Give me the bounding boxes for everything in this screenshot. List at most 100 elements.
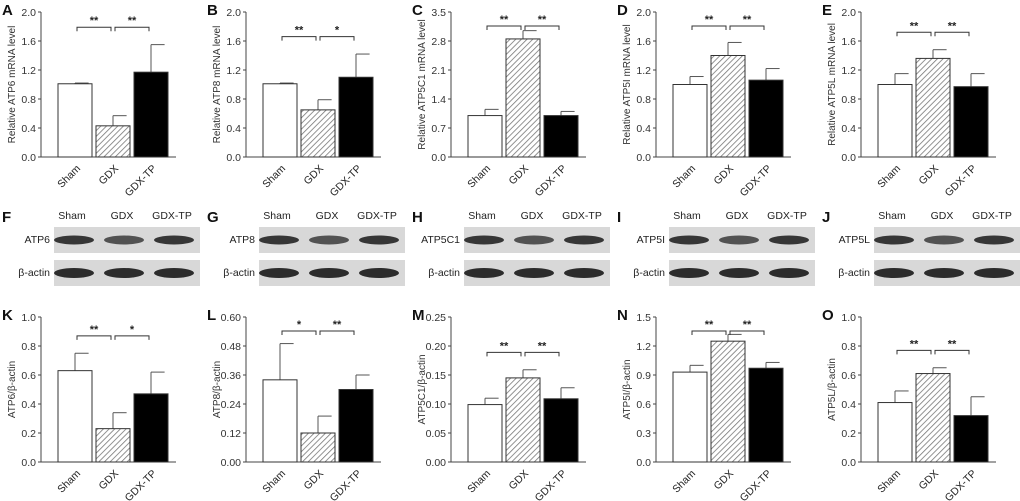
y-tick-label: 0.20 (426, 341, 447, 353)
lane-label: Sham (263, 210, 291, 222)
bar-gdx (300, 109, 336, 158)
bar-gdx-tp (748, 367, 784, 463)
y-axis-label: Relative ATP5C1 mRNA level (417, 19, 428, 149)
lane-label: GDX (316, 210, 339, 222)
significance-bracket (486, 351, 522, 357)
panel-label: M (412, 307, 425, 324)
bar-sham (57, 370, 93, 463)
y-tick-label: 0.0 (226, 152, 241, 164)
bar-sham (57, 83, 93, 158)
x-tick-label: GDX (917, 163, 942, 188)
x-tick-label: Sham (465, 467, 493, 495)
chart-panel-N: N ATP5I/β-actin 0.0 0.3 0.6 0.9 1.2 1.5 Sham GDX G… (617, 307, 791, 501)
y-tick-label: 1.4 (431, 94, 446, 106)
y-tick-label: 1.0 (841, 312, 856, 324)
significance-marker: * (297, 319, 302, 331)
y-tick-label: 0.6 (21, 370, 36, 382)
y-tick-label: 2.0 (841, 7, 856, 19)
significance-marker: ** (538, 340, 547, 352)
protein-band (464, 268, 504, 278)
significance-marker: ** (333, 319, 342, 331)
panel-label: B (207, 2, 218, 19)
bar-sham (262, 379, 298, 463)
western-blot-panel-G: G Sham GDX GDX-TP ATP8 β-actin (207, 209, 405, 286)
y-tick-label: 0.05 (426, 428, 447, 440)
lane-label: GDX-TP (767, 210, 807, 222)
significance-bracket (524, 25, 560, 30)
chart-panel-M: M ATP5C1/β-actin 0.00 0.05 0.10 0.15 0.20 0.25 S… (412, 307, 586, 501)
x-tick-label: GDX (712, 468, 737, 493)
panel-label: C (412, 2, 423, 19)
y-tick-label: 0.0 (841, 152, 856, 164)
significance-bracket (896, 349, 932, 355)
panel-label: L (207, 307, 216, 324)
protein-band (719, 235, 759, 245)
panel-label: E (822, 2, 832, 19)
panel-label: N (617, 307, 628, 324)
x-tick-label: GDX (507, 163, 532, 188)
y-tick-label: 0.3 (636, 428, 651, 440)
y-tick-label: 0.8 (21, 341, 36, 353)
significance-marker: ** (90, 324, 99, 336)
significance-bracket (76, 335, 112, 340)
lane-label: GDX (931, 210, 954, 222)
protein-band (924, 268, 964, 278)
y-tick-label: 0.10 (426, 399, 447, 411)
y-tick-label: 1.5 (636, 312, 651, 324)
bar-gdx-tp (953, 415, 989, 463)
bar-gdx (915, 373, 951, 463)
protein-band (974, 268, 1014, 278)
y-tick-label: 2.0 (21, 7, 36, 19)
protein-band (259, 235, 299, 245)
y-tick-label: 3.5 (431, 7, 446, 19)
significance-marker: ** (538, 14, 547, 26)
x-tick-label: GDX-TP (943, 163, 980, 200)
significance-marker: ** (705, 14, 714, 26)
loading-control-label: β-actin (18, 267, 50, 279)
loading-control-label: β-actin (633, 267, 665, 279)
protein-band (769, 235, 809, 245)
panel-label: O (822, 307, 834, 324)
target-protein-label: ATP5C1 (421, 234, 460, 246)
y-tick-label: 0.8 (841, 94, 856, 106)
y-tick-label: 1.2 (636, 341, 651, 353)
protein-band (54, 235, 94, 245)
significance-bracket (729, 25, 765, 30)
significance-marker: ** (948, 20, 957, 32)
bar-sham (877, 84, 913, 158)
y-tick-label: 0.0 (21, 457, 36, 469)
y-tick-label: 1.6 (636, 36, 651, 48)
bar-gdx (300, 432, 336, 463)
significance-bracket (691, 25, 727, 30)
y-tick-label: 1.0 (21, 312, 36, 324)
significance-bracket (281, 36, 317, 41)
significance-marker: ** (948, 338, 957, 350)
y-tick-label: 0.4 (841, 123, 856, 135)
y-tick-label: 0.60 (221, 312, 242, 324)
lane-label: GDX-TP (562, 210, 602, 222)
panel-label: D (617, 2, 628, 19)
protein-band (154, 268, 194, 278)
y-tick-label: 0.4 (636, 123, 651, 135)
bar-gdx-tp (133, 71, 169, 158)
significance-marker: ** (743, 319, 752, 331)
lane-label: GDX-TP (972, 210, 1012, 222)
x-tick-label: GDX (507, 468, 532, 493)
protein-band (359, 268, 399, 278)
x-tick-label: GDX-TP (533, 163, 570, 200)
lane-label: Sham (878, 210, 906, 222)
significance-marker: ** (500, 340, 509, 352)
y-tick-label: 0.4 (21, 399, 36, 411)
significance-bracket (114, 335, 150, 340)
bar-sham (877, 402, 913, 463)
bar-gdx (710, 340, 746, 463)
y-tick-label: 0.4 (841, 399, 856, 411)
y-axis-label: Relative ATP6 mRNA level (7, 26, 18, 144)
western-blot-panel-H: H Sham GDX GDX-TP ATP5C1 β-actin (412, 209, 610, 286)
significance-bracket (281, 330, 317, 335)
y-axis-label: ATP6/β-actin (7, 361, 18, 418)
significance-marker: ** (128, 15, 137, 27)
y-tick-label: 0.15 (426, 370, 447, 382)
x-tick-label: Sham (670, 467, 698, 495)
